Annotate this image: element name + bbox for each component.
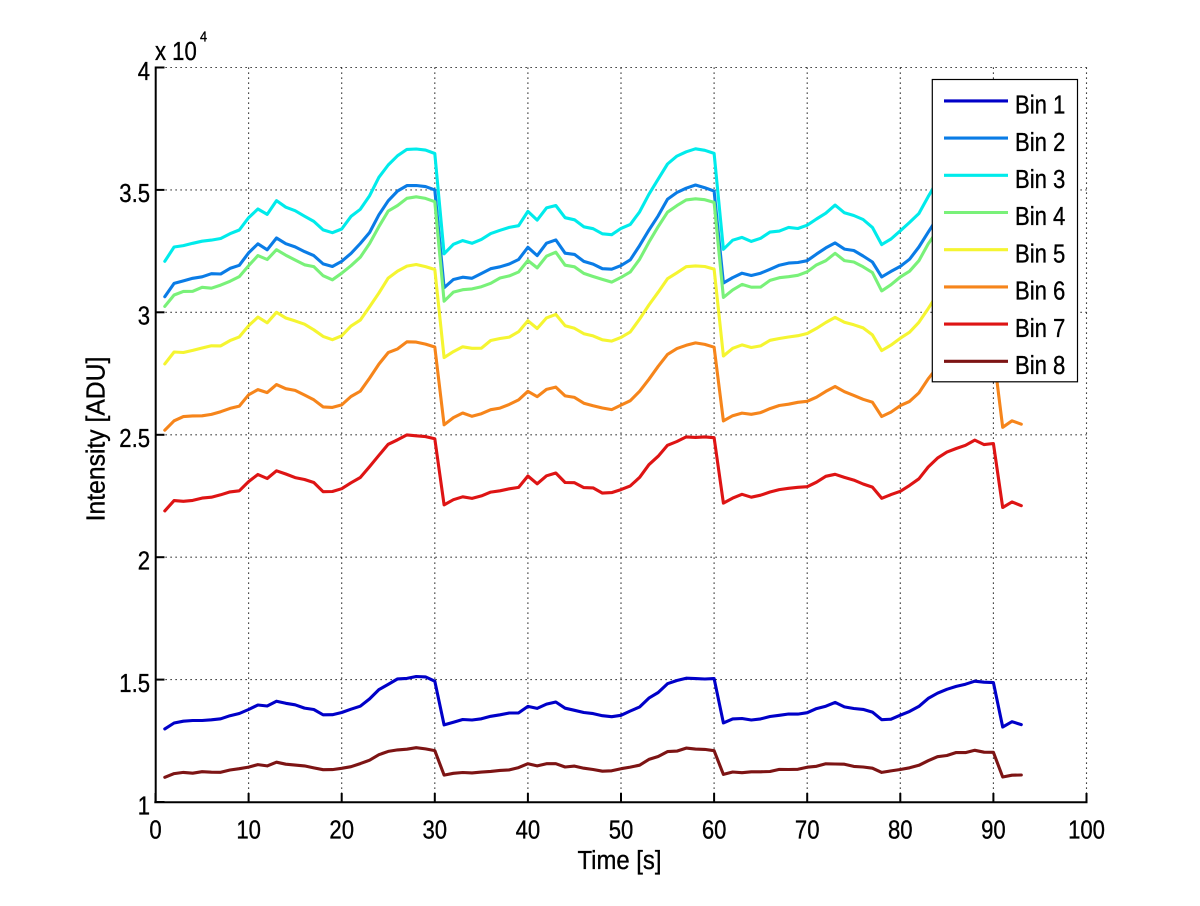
svg-text:100: 100 [1068, 816, 1105, 845]
svg-text:30: 30 [423, 816, 448, 845]
svg-text:40: 40 [516, 816, 541, 845]
svg-text:Time [s]: Time [s] [577, 846, 661, 875]
svg-text:2: 2 [138, 547, 150, 576]
svg-text:Bin 2: Bin 2 [1015, 128, 1065, 157]
svg-text:Bin 7: Bin 7 [1015, 314, 1065, 343]
svg-text:Bin 6: Bin 6 [1015, 277, 1065, 306]
svg-text:80: 80 [888, 816, 913, 845]
svg-text:4: 4 [200, 27, 207, 44]
svg-text:Bin 8: Bin 8 [1015, 351, 1065, 380]
svg-text:Bin 3: Bin 3 [1015, 165, 1065, 194]
svg-text:60: 60 [702, 816, 727, 845]
svg-text:x 10: x 10 [155, 37, 197, 66]
svg-text:3.5: 3.5 [119, 180, 150, 209]
svg-text:4: 4 [138, 57, 150, 86]
svg-text:50: 50 [609, 816, 634, 845]
svg-text:90: 90 [981, 816, 1006, 845]
svg-text:Bin 1: Bin 1 [1015, 91, 1065, 120]
svg-text:1: 1 [138, 792, 150, 821]
svg-text:Bin 5: Bin 5 [1015, 240, 1065, 269]
svg-text:70: 70 [795, 816, 820, 845]
svg-text:Intensity [ADU]: Intensity [ADU] [82, 357, 111, 522]
svg-text:2.5: 2.5 [119, 424, 150, 453]
svg-text:1.5: 1.5 [119, 669, 150, 698]
svg-text:0: 0 [149, 816, 161, 845]
svg-text:3: 3 [138, 302, 150, 331]
svg-text:20: 20 [329, 816, 354, 845]
svg-text:10: 10 [236, 816, 261, 845]
svg-text:Bin 4: Bin 4 [1015, 203, 1065, 232]
